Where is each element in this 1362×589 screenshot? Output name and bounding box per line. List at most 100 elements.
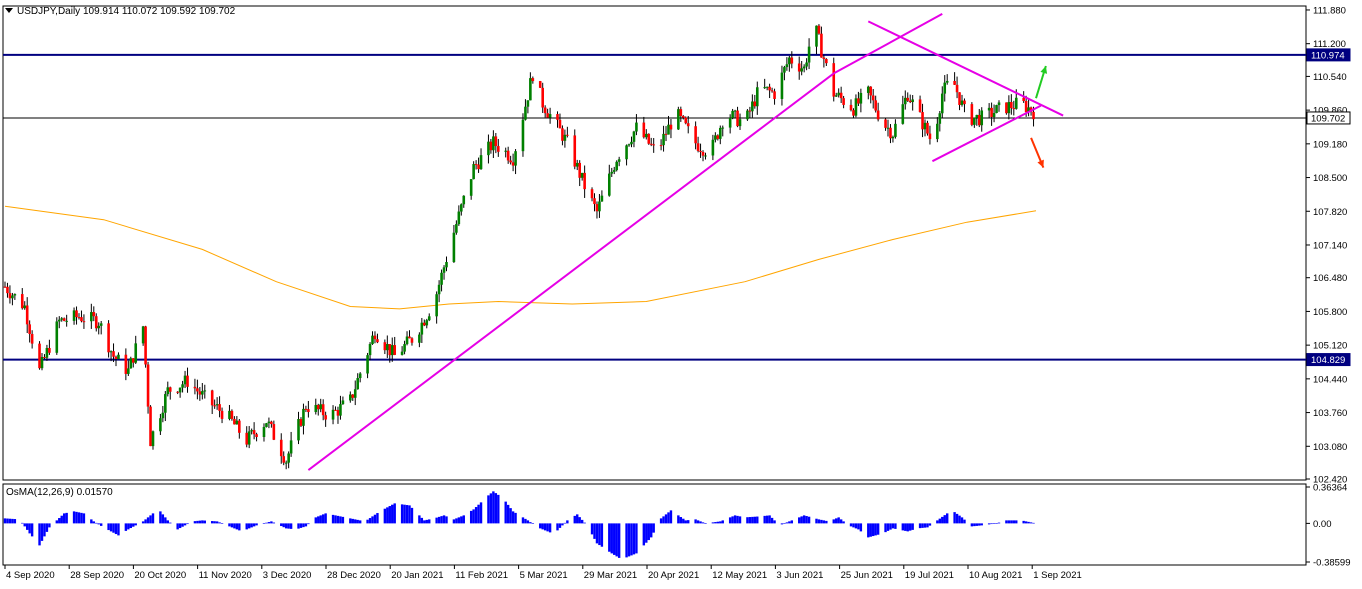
osma-bar [753, 516, 757, 524]
candle [186, 367, 189, 393]
candle-body [368, 344, 372, 356]
candle [938, 110, 942, 132]
candle [598, 194, 601, 218]
candle [945, 74, 949, 85]
candle-body [936, 123, 939, 140]
candle [644, 129, 648, 140]
osma-bar [215, 521, 219, 524]
candle-body [445, 262, 448, 268]
candle [832, 57, 836, 102]
osma-bar [926, 523, 929, 528]
osma-bar [282, 523, 285, 528]
chart-menu-triangle-icon[interactable] [5, 8, 13, 13]
candle [607, 164, 611, 197]
date-tick-label: 20 Jan 2021 [391, 570, 443, 581]
candle [731, 108, 734, 120]
osma-bar [943, 515, 946, 524]
osma-bar [410, 507, 414, 524]
osma-bar [889, 523, 892, 530]
candle-body [684, 117, 688, 124]
price-tick-label: 110.540 [1313, 72, 1347, 83]
trendlines-layer[interactable] [307, 13, 1064, 471]
candle-body [546, 113, 549, 118]
candle [886, 119, 890, 137]
osma-bar [901, 523, 905, 531]
osma-bar [946, 513, 949, 524]
candle [940, 86, 944, 119]
osma-bar [28, 523, 31, 534]
osma-bar [992, 523, 996, 524]
osma-bar [146, 517, 150, 524]
candle [652, 138, 655, 153]
osma-bar [566, 520, 569, 524]
candle-body [265, 423, 268, 427]
osma-bar [1005, 520, 1008, 524]
candle [884, 117, 887, 131]
osma-bar [334, 515, 337, 524]
candle-body [1012, 108, 1016, 110]
osma-bar [583, 522, 586, 524]
osma-bar [299, 523, 303, 528]
candle-body [711, 139, 715, 156]
candle [524, 99, 527, 121]
candle-body [272, 424, 276, 440]
candle [874, 95, 877, 113]
candle [911, 95, 914, 111]
candle [6, 282, 9, 298]
osma-bar [886, 523, 890, 531]
candle [114, 355, 118, 367]
candle-body [302, 408, 305, 426]
candle [164, 391, 167, 422]
price-tick-label: 105.120 [1313, 341, 1347, 352]
candle-body [1022, 97, 1025, 101]
osma-bar [561, 523, 564, 526]
candle-body [839, 92, 843, 99]
osma-bar [960, 517, 964, 524]
candle [238, 419, 241, 439]
osma-bar [183, 523, 187, 526]
candle-body [963, 100, 966, 105]
candle [213, 399, 216, 409]
candle-body [958, 92, 961, 105]
candle [711, 134, 715, 161]
candle-body [901, 104, 905, 124]
candle-body [213, 405, 216, 407]
candle-body [183, 375, 187, 385]
candle-body [681, 115, 685, 118]
osma-bar [442, 515, 446, 524]
candle-body [575, 162, 579, 167]
candle [319, 398, 323, 413]
candle [462, 195, 466, 208]
candle-body [561, 128, 564, 141]
candle [20, 288, 24, 310]
candle [891, 135, 895, 143]
trendline-2 [833, 13, 943, 75]
candle [255, 432, 258, 442]
osma-bar [193, 521, 197, 524]
candle [92, 306, 96, 322]
date-tick-label: 1 Sep 2021 [1033, 570, 1082, 581]
trendline-1 [307, 72, 835, 471]
candle-body [992, 113, 996, 118]
candle [198, 386, 202, 401]
candle [146, 361, 150, 414]
candle-body [580, 172, 584, 178]
candle-body [321, 404, 325, 416]
candle-body [802, 66, 806, 69]
candle-body [166, 387, 170, 395]
candle-body [297, 419, 300, 441]
candle-body [731, 110, 734, 118]
osma-bar [800, 516, 803, 524]
candle-body [736, 110, 739, 127]
osma-bar [112, 523, 115, 533]
candle [97, 322, 101, 335]
candle [38, 341, 41, 370]
osma-bar [319, 515, 322, 524]
candle-body [630, 141, 633, 145]
candle-body [3, 286, 7, 288]
osma-bar [906, 523, 909, 532]
osma-bar [647, 523, 650, 541]
osma-bar [220, 523, 224, 524]
osma-bar [687, 520, 690, 524]
osma-bar [445, 516, 448, 524]
